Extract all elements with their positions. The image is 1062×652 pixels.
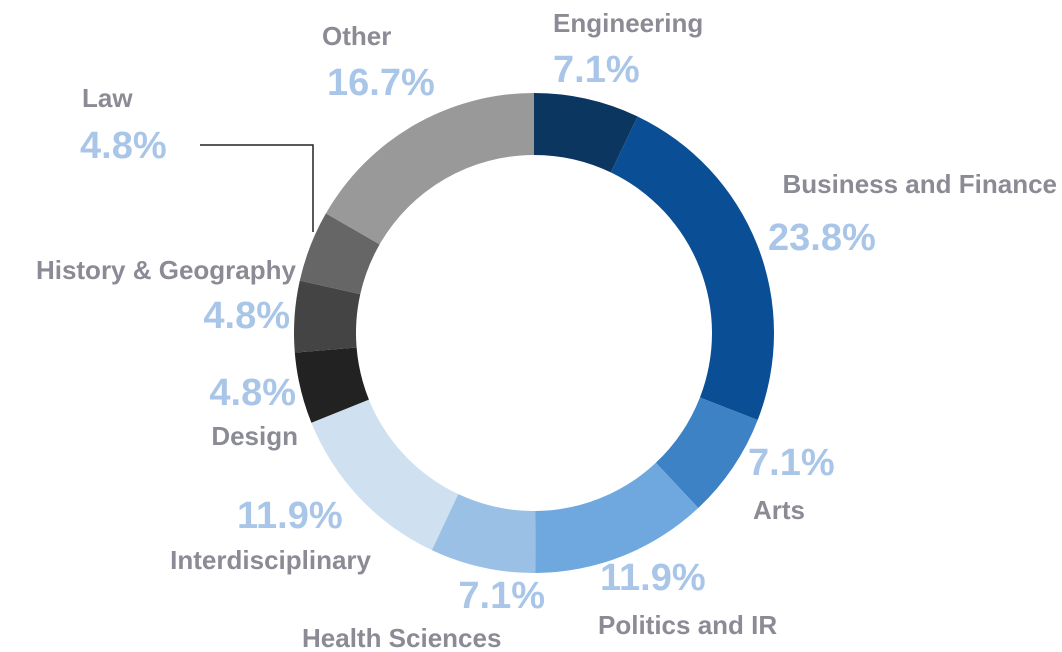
value-label: 7.1% — [553, 49, 640, 91]
category-label: Other — [322, 21, 391, 51]
category-label: History & Geography — [36, 255, 297, 285]
donut-segment — [431, 494, 536, 573]
donut-segment — [294, 347, 369, 423]
donut-segment — [535, 462, 699, 573]
category-label: Arts — [753, 495, 805, 525]
value-label: 4.8% — [80, 125, 167, 167]
donut-segment — [655, 397, 758, 508]
donut-segment — [311, 399, 459, 551]
category-label: Engineering — [553, 8, 703, 38]
value-label: 4.8% — [203, 295, 290, 337]
category-label: Health Sciences — [302, 623, 501, 652]
value-label: 4.8% — [209, 372, 296, 414]
leader-line — [200, 144, 314, 232]
category-label: Politics and IR — [598, 610, 777, 640]
value-label: 16.7% — [327, 62, 435, 104]
value-label: 11.9% — [600, 557, 706, 599]
category-label: Law — [82, 83, 133, 113]
value-label: 11.9% — [237, 495, 343, 537]
category-label: Business and Finance — [782, 169, 1057, 199]
category-label: Interdisciplinary — [170, 545, 371, 575]
value-label: 7.1% — [458, 575, 545, 617]
donut-segment — [534, 93, 638, 173]
category-label: Design — [211, 421, 298, 451]
donut-segment — [294, 280, 361, 353]
donut-segment — [325, 93, 534, 245]
value-label: 7.1% — [748, 442, 835, 484]
donut-segment — [299, 213, 380, 295]
value-label: 23.8% — [768, 217, 876, 259]
donut-segment — [610, 116, 774, 420]
